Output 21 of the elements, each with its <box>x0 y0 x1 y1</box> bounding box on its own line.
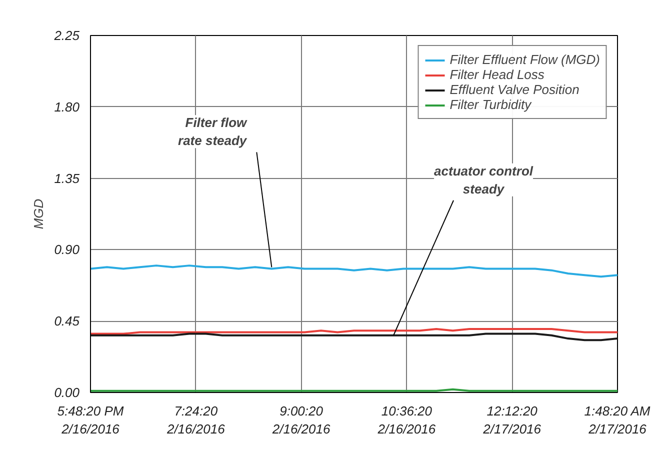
legend-label: Effluent Valve Position <box>450 82 580 97</box>
line-series <box>90 264 618 278</box>
x-tick-label: 12:12:20 2/17/2016 <box>482 404 542 436</box>
y-tick-label: 2.25 <box>53 28 80 43</box>
legend-label: Filter Head Loss <box>450 67 544 82</box>
legend-label: Filter Effluent Flow (MGD) <box>450 52 600 67</box>
y-tick-label: 1.80 <box>54 99 80 114</box>
annotation: actuator control steady <box>434 163 534 196</box>
x-tick-label: 10:36:20 2/16/2016 <box>376 404 436 436</box>
x-tick-label: 5:48:20 PM 2/16/2016 <box>57 404 124 436</box>
legend-label: Filter Turbidity <box>450 97 532 112</box>
y-tick-label: 0.45 <box>54 314 80 329</box>
y-axis-title: MGD <box>31 198 46 230</box>
x-tick-label: 7:24:20 2/16/2016 <box>166 404 226 436</box>
annotation: Filter flow rate steady <box>178 115 248 148</box>
y-tick-label: 0.90 <box>54 242 80 258</box>
y-tick-label: 1.35 <box>54 170 80 186</box>
x-tick-label: 1:48:20 AM 2/17/2016 <box>584 404 650 436</box>
line-series <box>90 332 618 342</box>
y-tick-label: 0.00 <box>54 385 80 400</box>
x-tick-label: 9:00:20 2/16/2016 <box>271 404 331 436</box>
